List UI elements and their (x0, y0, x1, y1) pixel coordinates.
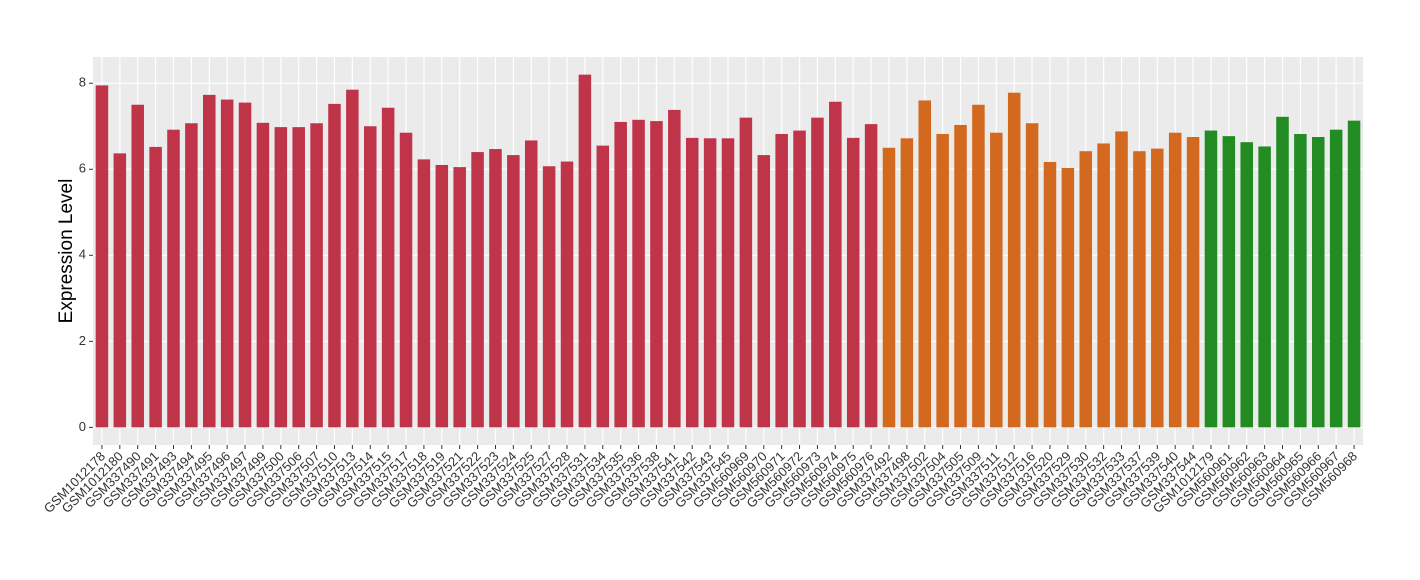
y-axis-title: Expression Level (56, 179, 77, 324)
bar (990, 132, 1003, 428)
bar (220, 99, 234, 428)
bar (435, 164, 449, 428)
bar (149, 146, 162, 428)
bar (328, 103, 341, 428)
bar (1222, 136, 1236, 428)
bar (203, 94, 216, 428)
bar (1258, 146, 1271, 428)
bar (524, 140, 538, 428)
bar (417, 159, 431, 428)
y-tick-label: 2 (79, 333, 86, 348)
bar (650, 121, 663, 428)
y-tick-label: 0 (79, 419, 86, 434)
bar (346, 89, 359, 428)
bar (1276, 116, 1289, 428)
bar (1294, 133, 1307, 428)
bar (846, 137, 860, 428)
bar (685, 137, 699, 428)
bar (1079, 151, 1093, 428)
bar (1186, 137, 1200, 428)
y-tick-label: 4 (79, 247, 86, 262)
bar (811, 117, 824, 428)
bar (954, 124, 967, 428)
bar (1025, 123, 1039, 428)
bar (363, 126, 377, 428)
bar (721, 138, 735, 428)
y-tick-label: 8 (79, 75, 86, 90)
bar (882, 147, 896, 428)
bar (900, 138, 914, 428)
bar (1061, 167, 1075, 428)
bar (399, 132, 413, 428)
bar (1007, 92, 1021, 428)
bar (972, 104, 985, 428)
bar (310, 123, 323, 428)
bar (185, 123, 198, 428)
bar (507, 155, 520, 428)
y-tick-label: 6 (79, 161, 86, 176)
bar (167, 129, 180, 428)
bar (292, 127, 305, 428)
bar (918, 100, 932, 428)
bar (632, 119, 645, 428)
bar (542, 166, 556, 428)
bar (453, 167, 466, 428)
bar (1204, 130, 1218, 428)
bar (1168, 132, 1182, 428)
bar (95, 85, 109, 428)
bar (1347, 120, 1361, 428)
bar (471, 152, 484, 428)
bar (1329, 129, 1343, 428)
bar (614, 121, 627, 428)
bar (1043, 161, 1057, 428)
bar (829, 101, 842, 428)
bar (596, 145, 610, 428)
bar (1312, 137, 1325, 428)
bar (578, 74, 592, 428)
bar (703, 138, 717, 428)
bar (560, 161, 574, 428)
bar (131, 104, 144, 428)
bar (381, 107, 395, 428)
bar (489, 149, 502, 428)
bar (775, 133, 788, 428)
bar (739, 117, 753, 428)
bar (1240, 142, 1253, 428)
bar (1115, 131, 1128, 428)
bar (274, 127, 288, 428)
bar (113, 153, 127, 428)
bar (668, 109, 681, 428)
bar (864, 124, 878, 428)
bar (1097, 143, 1110, 428)
bar (793, 130, 806, 428)
bar (757, 155, 771, 428)
bar (256, 122, 270, 428)
bar (1133, 151, 1146, 428)
bar (936, 133, 949, 428)
bar (1151, 148, 1164, 428)
bar (238, 102, 252, 428)
